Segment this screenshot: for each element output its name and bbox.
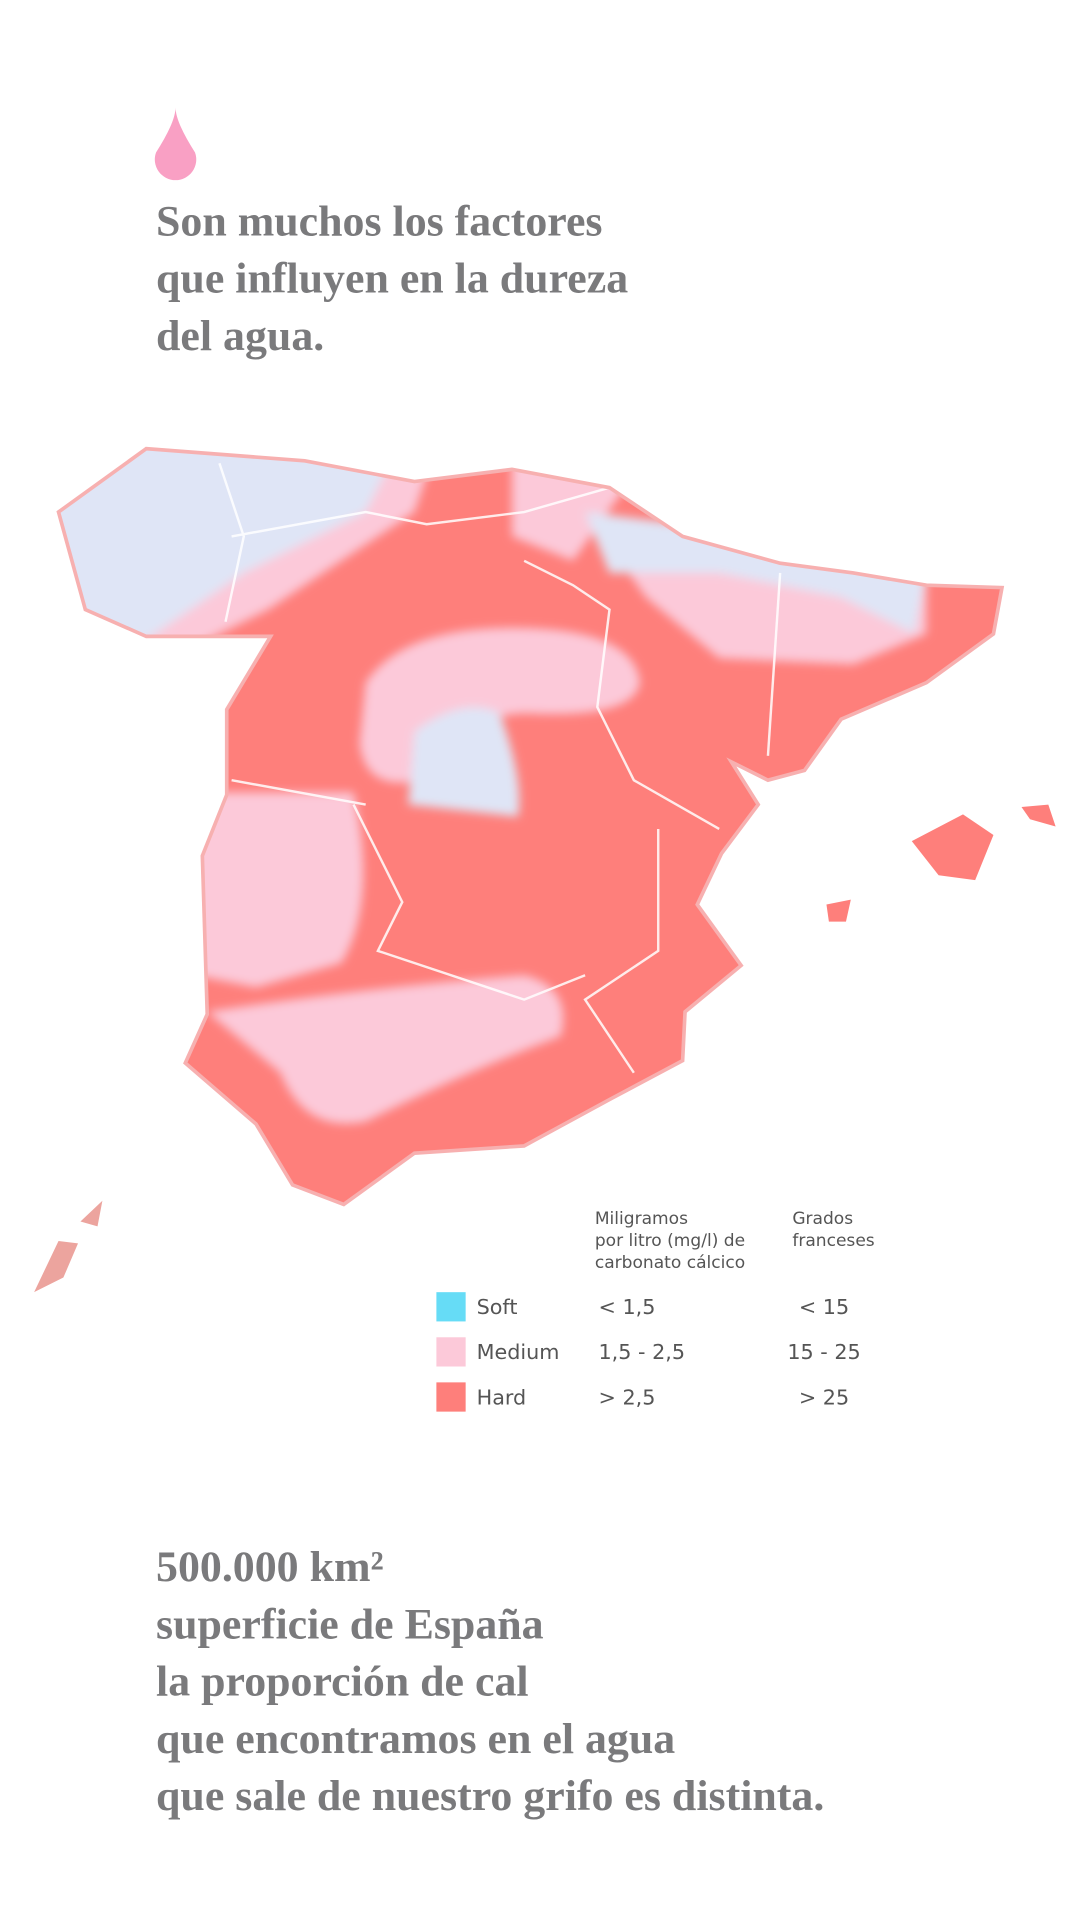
legend-header: por litro (mg/l) de	[595, 1231, 745, 1251]
legend-header: franceses	[792, 1231, 874, 1251]
legend-swatch	[436, 1337, 466, 1367]
legend-header: Grados	[792, 1209, 853, 1229]
footer-line: la proporción de cal	[156, 1658, 529, 1706]
legend-mg: 1,5 - 2,5	[599, 1340, 686, 1364]
footer-line: 500.000 km²	[156, 1543, 384, 1591]
header-line: del agua.	[156, 312, 324, 360]
legend-swatch	[436, 1292, 466, 1322]
header: Son muchos los factores que influyen en l…	[156, 197, 628, 360]
legend-mg: > 2,5	[599, 1385, 656, 1409]
footer-line: que sale de nuestro grifo es distinta.	[156, 1772, 824, 1820]
legend-header: carbonato cálcico	[595, 1253, 745, 1273]
legend-label: Medium	[477, 1340, 560, 1364]
map	[34, 446, 1056, 1293]
footer-line: superficie de España	[156, 1600, 544, 1648]
legend-label: Hard	[477, 1385, 527, 1409]
legend-swatch	[436, 1382, 466, 1412]
legend-label: Soft	[477, 1295, 518, 1319]
header-line: Son muchos los factores	[156, 197, 602, 245]
legend-mg: < 1,5	[599, 1295, 656, 1319]
legend-grados: 15 - 25	[787, 1340, 860, 1364]
legend-grados: < 15	[799, 1295, 849, 1319]
legend-grados: > 25	[799, 1385, 849, 1409]
legend-header: Miligramos	[595, 1209, 688, 1229]
header-line: que influyen en la dureza	[156, 255, 628, 303]
drop-icon	[154, 107, 197, 181]
footer-line: que encontramos en el agua	[156, 1715, 675, 1763]
footer: 500.000 km² superficie de España la propor…	[156, 1543, 824, 1820]
